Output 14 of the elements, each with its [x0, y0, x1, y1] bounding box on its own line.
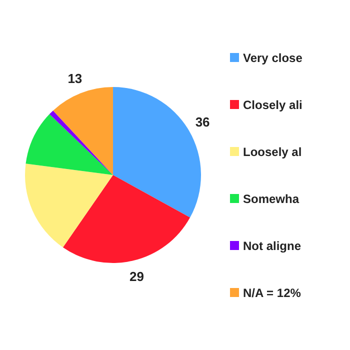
data-label: 36: [195, 114, 210, 130]
pie-slice: [25, 164, 113, 248]
legend-label: Very close: [243, 51, 303, 66]
pie-slice: [26, 114, 113, 175]
legend-label: N/A = 12%: [243, 286, 302, 300]
legend-label: Not aligne: [243, 239, 302, 254]
legend-label: Closely ali: [243, 98, 302, 112]
pie-slice: [62, 175, 190, 263]
legend-label: Somewha: [243, 192, 300, 206]
legend-label: Loosely al: [243, 145, 302, 160]
data-label: 29: [130, 268, 144, 284]
data-label: 13: [68, 70, 82, 86]
pie-slice: [53, 87, 113, 175]
pie-slice: [49, 110, 113, 175]
